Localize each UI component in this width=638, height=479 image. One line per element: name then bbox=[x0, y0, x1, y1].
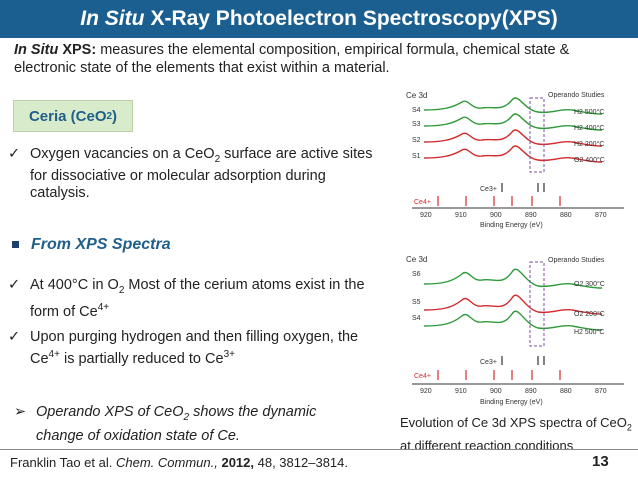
xps-figure-bottom: Ce 3d Operando Studies S6 S5 S4 O2 300°C… bbox=[402, 252, 634, 410]
ce4-label: Ce4+ bbox=[414, 373, 431, 380]
intro-text: measures the elemental composition, empi… bbox=[14, 42, 570, 76]
bullet-oxygen-vacancies: ✓ Oxygen vacancies on a CeO2 surface are… bbox=[8, 146, 388, 202]
highlight-box bbox=[529, 261, 545, 347]
x-tick: 890 bbox=[525, 212, 537, 219]
ce3-label: Ce3+ bbox=[480, 186, 497, 193]
page-number: 13 bbox=[592, 453, 609, 470]
x-tick: 920 bbox=[420, 212, 432, 219]
bullet-text: Oxygen vacancies on a CeO2 surface are a… bbox=[30, 146, 373, 201]
footer-bar bbox=[0, 449, 638, 479]
ce4-label: Ce4+ bbox=[414, 199, 431, 206]
condition-label: H2 400°C bbox=[574, 124, 604, 132]
title-rest: X-Ray Photoelectron Spectroscopy(XPS) bbox=[150, 7, 558, 30]
figure-corner-label: Ce 3d bbox=[406, 91, 427, 100]
square-bullet-icon bbox=[12, 241, 19, 249]
x-tick: 910 bbox=[455, 212, 467, 219]
checkmark-icon: ✓ bbox=[8, 277, 21, 293]
x-axis-label: Binding Energy (eV) bbox=[480, 399, 543, 406]
x-tick: 880 bbox=[560, 388, 572, 395]
condition-label: O2 300°C bbox=[574, 280, 605, 288]
x-tick: 910 bbox=[455, 388, 467, 395]
x-tick: 880 bbox=[560, 212, 572, 219]
condition-label: O2 200°C bbox=[574, 310, 605, 318]
sample-label: S4 bbox=[412, 315, 421, 322]
sample-label: S1 bbox=[412, 153, 421, 160]
highlight-box bbox=[529, 97, 545, 173]
operando-note: ➢ Operando XPS of CeO2 shows the dynamic… bbox=[14, 403, 364, 445]
ceria-box: Ceria (CeO 2) bbox=[13, 100, 133, 132]
figure-corner-label: Ce 3d bbox=[406, 255, 427, 264]
figure-caption: Evolution of Ce 3d XPS spectra of CeO2 a… bbox=[400, 415, 632, 453]
xps-figure-top: Ce 3d Operando Studies S4 S3 S2 S1 H2 50… bbox=[402, 88, 634, 230]
intro-lead-bold: XPS: bbox=[58, 42, 97, 58]
x-tick: 920 bbox=[420, 388, 432, 395]
checkmark-icon: ✓ bbox=[8, 329, 21, 345]
ce3-label: Ce3+ bbox=[480, 359, 497, 366]
intro-lead-italic: In Situ bbox=[14, 42, 59, 58]
condition-label: O2 400°C bbox=[574, 156, 605, 164]
sample-label: S5 bbox=[412, 299, 421, 306]
title-italic: In Situ bbox=[80, 7, 145, 30]
slide-title: In Situ X-Ray Photoelectron Spectroscopy… bbox=[0, 0, 638, 38]
bullet-text: At 400°C in O2 Most of the cerium atoms … bbox=[30, 277, 365, 320]
sample-label: S2 bbox=[412, 137, 421, 144]
ceria-close: ) bbox=[112, 107, 118, 125]
figure-header: Operando Studies bbox=[548, 92, 605, 99]
ceria-sub: 2 bbox=[106, 110, 113, 122]
condition-label: H2 500°C bbox=[574, 328, 604, 336]
sample-label: S6 bbox=[412, 271, 421, 278]
spectrum-line bbox=[423, 294, 603, 315]
spectrum-line bbox=[423, 268, 603, 289]
spectrum-line bbox=[423, 145, 603, 163]
x-tick: 870 bbox=[595, 388, 607, 395]
ceria-label: Ceria (CeO bbox=[28, 107, 107, 125]
xps-spectra-heading: From XPS Spectra bbox=[12, 236, 171, 254]
arrow-bullet-icon: ➢ bbox=[14, 404, 27, 420]
bullet-text: Upon purging hydrogen and then filling o… bbox=[30, 329, 359, 367]
x-tick: 900 bbox=[490, 388, 502, 395]
sample-label: S4 bbox=[412, 107, 421, 114]
xps-heading-text: From XPS Spectra bbox=[31, 236, 171, 253]
checkmark-icon: ✓ bbox=[8, 146, 21, 162]
x-axis-label: Binding Energy (eV) bbox=[480, 222, 543, 229]
bullet-400c: ✓ At 400°C in O2 Most of the cerium atom… bbox=[8, 277, 390, 321]
intro-paragraph: In Situ XPS: measures the elemental comp… bbox=[14, 41, 634, 77]
x-tick: 890 bbox=[525, 388, 537, 395]
condition-label: H2 200°C bbox=[574, 140, 604, 148]
sample-label: S3 bbox=[412, 121, 421, 128]
operando-text: Operando XPS of CeO2 shows the dynamic c… bbox=[36, 404, 317, 444]
figure-background bbox=[402, 88, 634, 230]
spectrum-line bbox=[423, 129, 603, 147]
x-tick: 870 bbox=[595, 212, 607, 219]
citation: Franklin Tao et al. Chem. Commun., 2012,… bbox=[10, 455, 348, 470]
spectrum-line bbox=[423, 97, 603, 115]
intro-lead: In Situ XPS: bbox=[14, 42, 96, 58]
condition-label: H2 500°C bbox=[574, 108, 604, 116]
x-tick: 900 bbox=[490, 212, 502, 219]
spectrum-line bbox=[423, 310, 603, 331]
figure-header: Operando Studies bbox=[548, 257, 605, 264]
spectrum-line bbox=[423, 113, 603, 131]
bullet-purging: ✓ Upon purging hydrogen and then filling… bbox=[8, 329, 390, 368]
